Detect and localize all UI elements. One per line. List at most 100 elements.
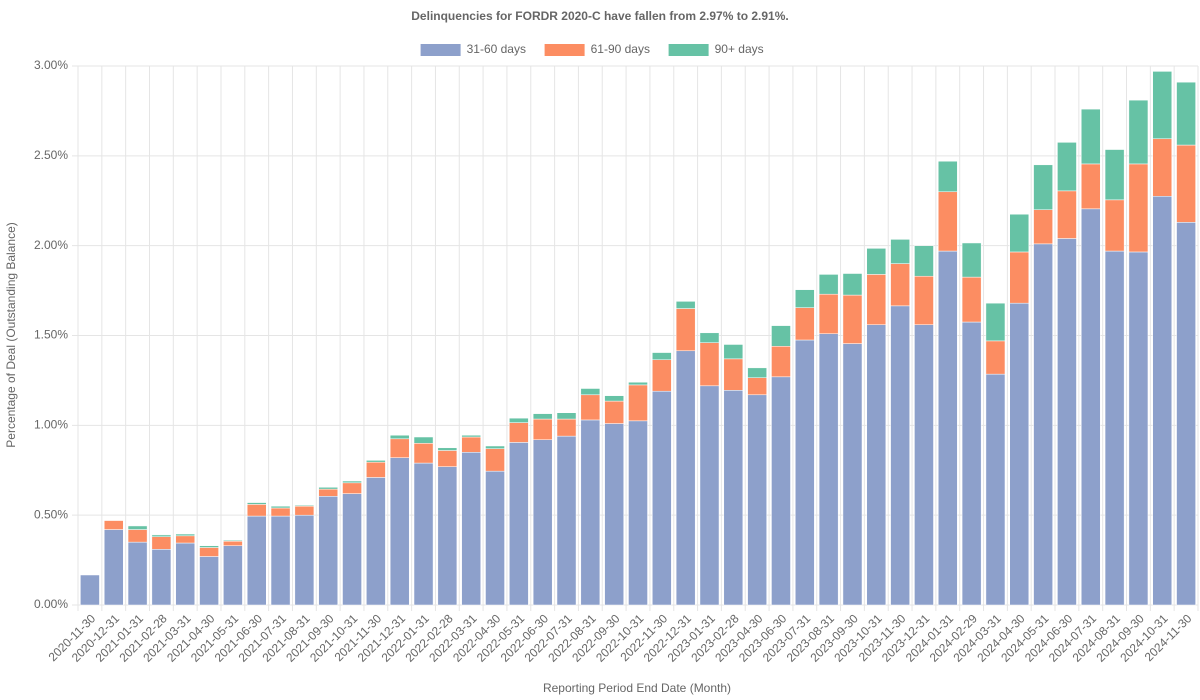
bar-segment [246,504,267,517]
bar-segment [1080,208,1101,606]
legend-swatch [544,44,585,56]
bar-segment [556,412,577,420]
bar-segment [795,339,815,606]
bar-segment [866,248,887,275]
bar-segment [1152,196,1173,606]
bar-segment [1104,199,1125,252]
legend-label: 61-90 days [591,42,650,56]
bar-segment [914,324,934,606]
bar-segment [103,529,124,606]
bar-segment [652,359,672,392]
bar-segment [389,434,410,440]
y-tick-label: 2.00% [34,238,68,252]
bar-segment [1104,250,1125,606]
bar-segment [270,507,291,517]
bar-segment [485,470,505,606]
bar-segment [699,342,720,387]
bar-segment [1080,163,1101,210]
bar-segment [199,547,219,557]
bar-segment [246,515,267,606]
bar-segment [961,276,982,323]
bar-segment [628,420,648,606]
bar-segment [914,275,934,325]
legend-swatch [668,44,709,56]
bar-segment [1176,222,1196,606]
bar-segment [628,384,648,422]
y-tick-label: 2.50% [34,148,68,162]
bar-segment [366,460,386,463]
bar-segment [818,274,839,295]
bar-segment [961,242,982,278]
bar-segment [485,445,505,449]
x-axis-label: Reporting Period End Date (Month) [543,681,731,695]
bar-segment [461,452,481,606]
bar-segment [80,574,100,606]
bar-segment [866,274,887,325]
bar-segment [1057,190,1077,239]
bar-segment [318,487,338,490]
bar-segment [985,340,1006,375]
bar-segment [413,462,434,606]
bar-segment [1033,243,1053,606]
bar-segment [556,418,577,437]
bar-segment [318,496,338,606]
bar-segment [532,418,553,440]
bar-segment [318,488,338,497]
bar-segment [127,525,148,530]
bar-segment [103,520,124,530]
bar-segment [604,395,624,402]
bar-segment [795,289,815,308]
bar-segment [818,333,839,606]
legend-label: 90+ days [715,42,764,56]
bar-segment [342,482,362,494]
bar-segment [1176,81,1196,146]
bar-segment [699,332,720,343]
bar-segment [437,466,458,606]
bar-segment [413,443,434,464]
bar-segment [818,293,839,334]
bar-segment [961,321,982,606]
bar-segment [628,381,648,386]
bar-segment [938,250,958,606]
bar-segment [795,307,815,341]
bar-segment [675,350,696,606]
bar-segment [771,346,791,378]
bar-segment [532,413,553,420]
bar-segment [1009,251,1030,304]
bar-segment [985,302,1006,342]
bar-segment [1009,213,1030,253]
bar-segment [1176,144,1196,223]
bar-segment [151,534,172,537]
bar-segment [485,448,505,472]
bar-segment [1128,163,1149,253]
bar-segment [1152,138,1173,197]
bar-segment [1009,302,1030,606]
bar-segment [294,505,315,516]
bar-segment [771,376,791,606]
bar-segment [223,545,243,606]
bar-segment [1104,149,1125,201]
y-tick-label: 0.50% [34,507,68,521]
bar-segment [175,533,196,537]
bar-segment [747,394,767,606]
bar-segment [1057,238,1077,606]
bar-segment [175,535,196,544]
bar-segment [366,461,386,478]
bar-segment [366,477,386,606]
bar-segment [723,358,744,391]
bar-segment [294,505,315,507]
bar-segment [604,400,624,424]
bar-segment [246,502,267,505]
bar-segment [866,324,887,606]
bar-segment [175,542,196,606]
bar-segment [747,377,767,396]
chart-title: Delinquencies for FORDR 2020-C have fall… [411,9,788,23]
y-tick-label: 1.50% [34,328,68,342]
bar-segment [1080,108,1101,165]
bar-segment [223,540,243,542]
bar-segment [342,480,362,484]
bar-segment [556,435,577,606]
bar-segment [1128,99,1149,165]
bar-segment [723,344,744,360]
y-tick-label: 0.00% [34,597,68,611]
